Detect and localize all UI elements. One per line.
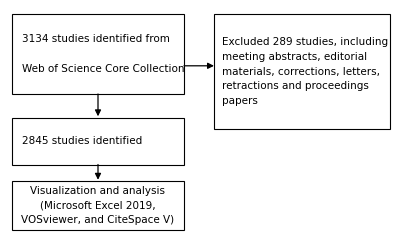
FancyBboxPatch shape xyxy=(12,118,184,164)
FancyBboxPatch shape xyxy=(214,14,390,129)
Text: Visualization and analysis
(Microsoft Excel 2019,
VOSviewer, and CiteSpace V): Visualization and analysis (Microsoft Ex… xyxy=(22,186,174,225)
Text: 2845 studies identified: 2845 studies identified xyxy=(22,136,142,146)
FancyBboxPatch shape xyxy=(12,181,184,230)
Text: Excluded 289 studies, including
meeting abstracts, editorial
materials, correcti: Excluded 289 studies, including meeting … xyxy=(222,37,388,106)
Text: 3134 studies identified from

Web of Science Core Collection: 3134 studies identified from Web of Scie… xyxy=(22,34,184,74)
FancyBboxPatch shape xyxy=(12,14,184,94)
